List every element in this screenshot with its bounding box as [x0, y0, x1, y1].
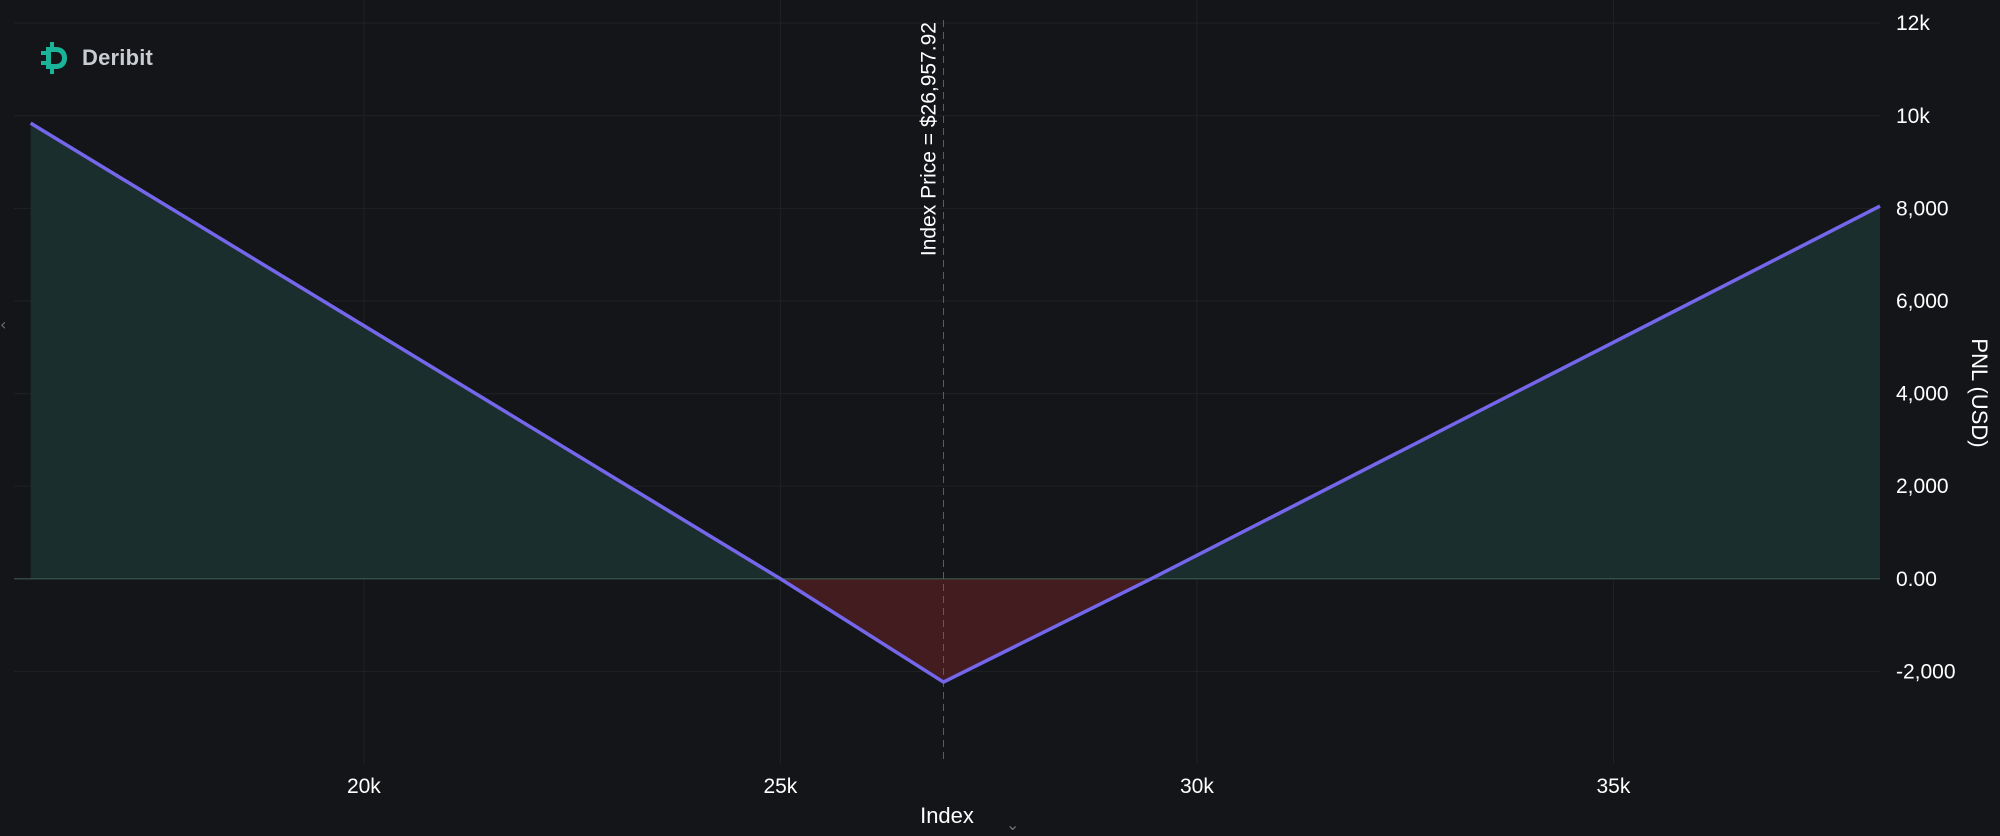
y-axis-ticks: 12k 10k 8,000 6,000 4,000 2,000 0.00 -2,000 — [1896, 12, 1956, 683]
x-tick-label: 30k — [1180, 775, 1214, 798]
x-tick-label: 35k — [1596, 775, 1630, 798]
y-tick-label: 8,000 — [1896, 197, 1949, 220]
bottom-chevron-down-icon[interactable]: ⌄ — [1006, 815, 1019, 834]
brand-name: Deribit — [82, 45, 154, 70]
x-axis-ticks: 20k 25k 30k 35k — [347, 775, 1631, 798]
brand-logo: Deribit — [38, 40, 153, 76]
y-tick-label: 2,000 — [1896, 475, 1949, 498]
y-tick-label: 4,000 — [1896, 383, 1949, 406]
deribit-logo-icon — [41, 42, 67, 74]
y-tick-label: 10k — [1896, 105, 1930, 128]
x-tick-label: 20k — [347, 775, 381, 798]
loss-area-1 — [780, 578, 1152, 683]
y-tick-label: -2,000 — [1896, 660, 1956, 683]
index-price-annotation: Index Price = $26,957.92 — [917, 22, 940, 256]
y-tick-label: 12k — [1896, 12, 1930, 35]
x-tick-label: 25k — [763, 775, 797, 798]
left-scroll-chevron-icon[interactable]: ‹ — [0, 315, 6, 334]
pnl-line — [29, 121, 1881, 684]
pnl-series — [29, 121, 1881, 684]
y-tick-label: 0.00 — [1896, 568, 1937, 591]
y-tick-label: 6,000 — [1896, 290, 1949, 313]
x-axis-title: Index — [920, 803, 974, 828]
y-axis-title: PNL (USD) — [1967, 338, 1992, 447]
pnl-areas — [30, 123, 1880, 683]
